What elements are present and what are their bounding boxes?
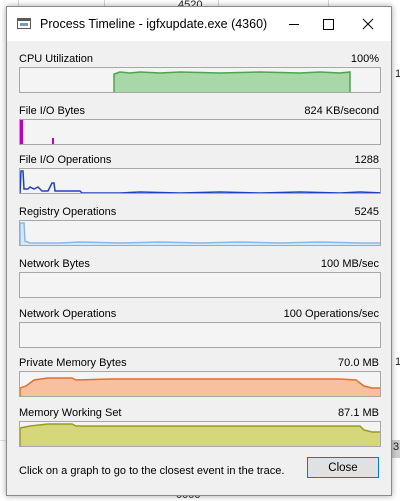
network-operations-plot (20, 323, 381, 348)
background-right-number: 1 (395, 68, 400, 80)
registry-operations-value: 5245 (354, 206, 379, 218)
network-bytes-value: 100 MB/sec (320, 258, 379, 270)
maximize-button[interactable] (311, 7, 345, 41)
memory-working-set-plot (20, 423, 380, 446)
background-right-number: 1 (395, 356, 400, 368)
private-memory-bytes-value: 70.0 MB (338, 357, 379, 369)
title-bar[interactable]: Process Timeline - igfxupdate.exe (4360) (7, 7, 391, 41)
status-hint-text: Click on a graph to go to the closest ev… (19, 465, 285, 477)
memory-working-set-value: 87.1 MB (338, 407, 379, 419)
file-io-bytes-label: File I/O Bytes (19, 105, 86, 117)
maximize-icon (323, 19, 334, 30)
file-io-bytes-graph[interactable] (19, 119, 381, 145)
cpu-utilization-value: 100% (350, 53, 379, 65)
close-window-button[interactable] (351, 7, 385, 41)
close-icon (362, 18, 374, 30)
memory-working-set-graph[interactable] (19, 421, 381, 447)
minimize-button[interactable] (277, 7, 311, 41)
cpu-utilization-plot (113, 71, 351, 92)
network-operations-graph[interactable] (19, 322, 381, 348)
app-window-icon (17, 18, 31, 29)
file-io-operations-plot (20, 170, 380, 193)
file-io-operations-value: 1288 (354, 154, 379, 166)
registry-operations-plot (20, 222, 380, 245)
background-top-number: 4520 (178, 0, 202, 11)
process-timeline-dialog: Process Timeline - igfxupdate.exe (4360)… (6, 6, 392, 496)
network-bytes-label: Network Bytes (19, 258, 90, 270)
private-memory-bytes-plot (20, 377, 380, 396)
file-io-bytes-plot (20, 120, 54, 144)
network-operations-value: 100 Operations/sec (283, 308, 379, 320)
background-block (392, 440, 400, 458)
registry-operations-graph[interactable] (19, 220, 381, 246)
window-title: Process Timeline - igfxupdate.exe (4360) (40, 17, 268, 31)
file-io-bytes-value: 824 KB/second (304, 105, 379, 117)
cpu-utilization-label: CPU Utilization (19, 53, 93, 65)
network-bytes-plot (20, 273, 381, 298)
private-memory-bytes-label: Private Memory Bytes (19, 357, 127, 369)
close-button[interactable]: Close (307, 457, 379, 478)
memory-working-set-label: Memory Working Set (19, 407, 122, 419)
minimize-icon (289, 24, 299, 25)
file-io-operations-label: File I/O Operations (19, 154, 112, 166)
network-operations-label: Network Operations (19, 308, 117, 320)
background-right-number: 3 (393, 441, 400, 453)
file-io-operations-graph[interactable] (19, 168, 381, 194)
network-bytes-graph[interactable] (19, 272, 381, 298)
cpu-utilization-graph[interactable] (19, 67, 381, 93)
private-memory-bytes-graph[interactable] (19, 371, 381, 397)
registry-operations-label: Registry Operations (19, 206, 117, 218)
